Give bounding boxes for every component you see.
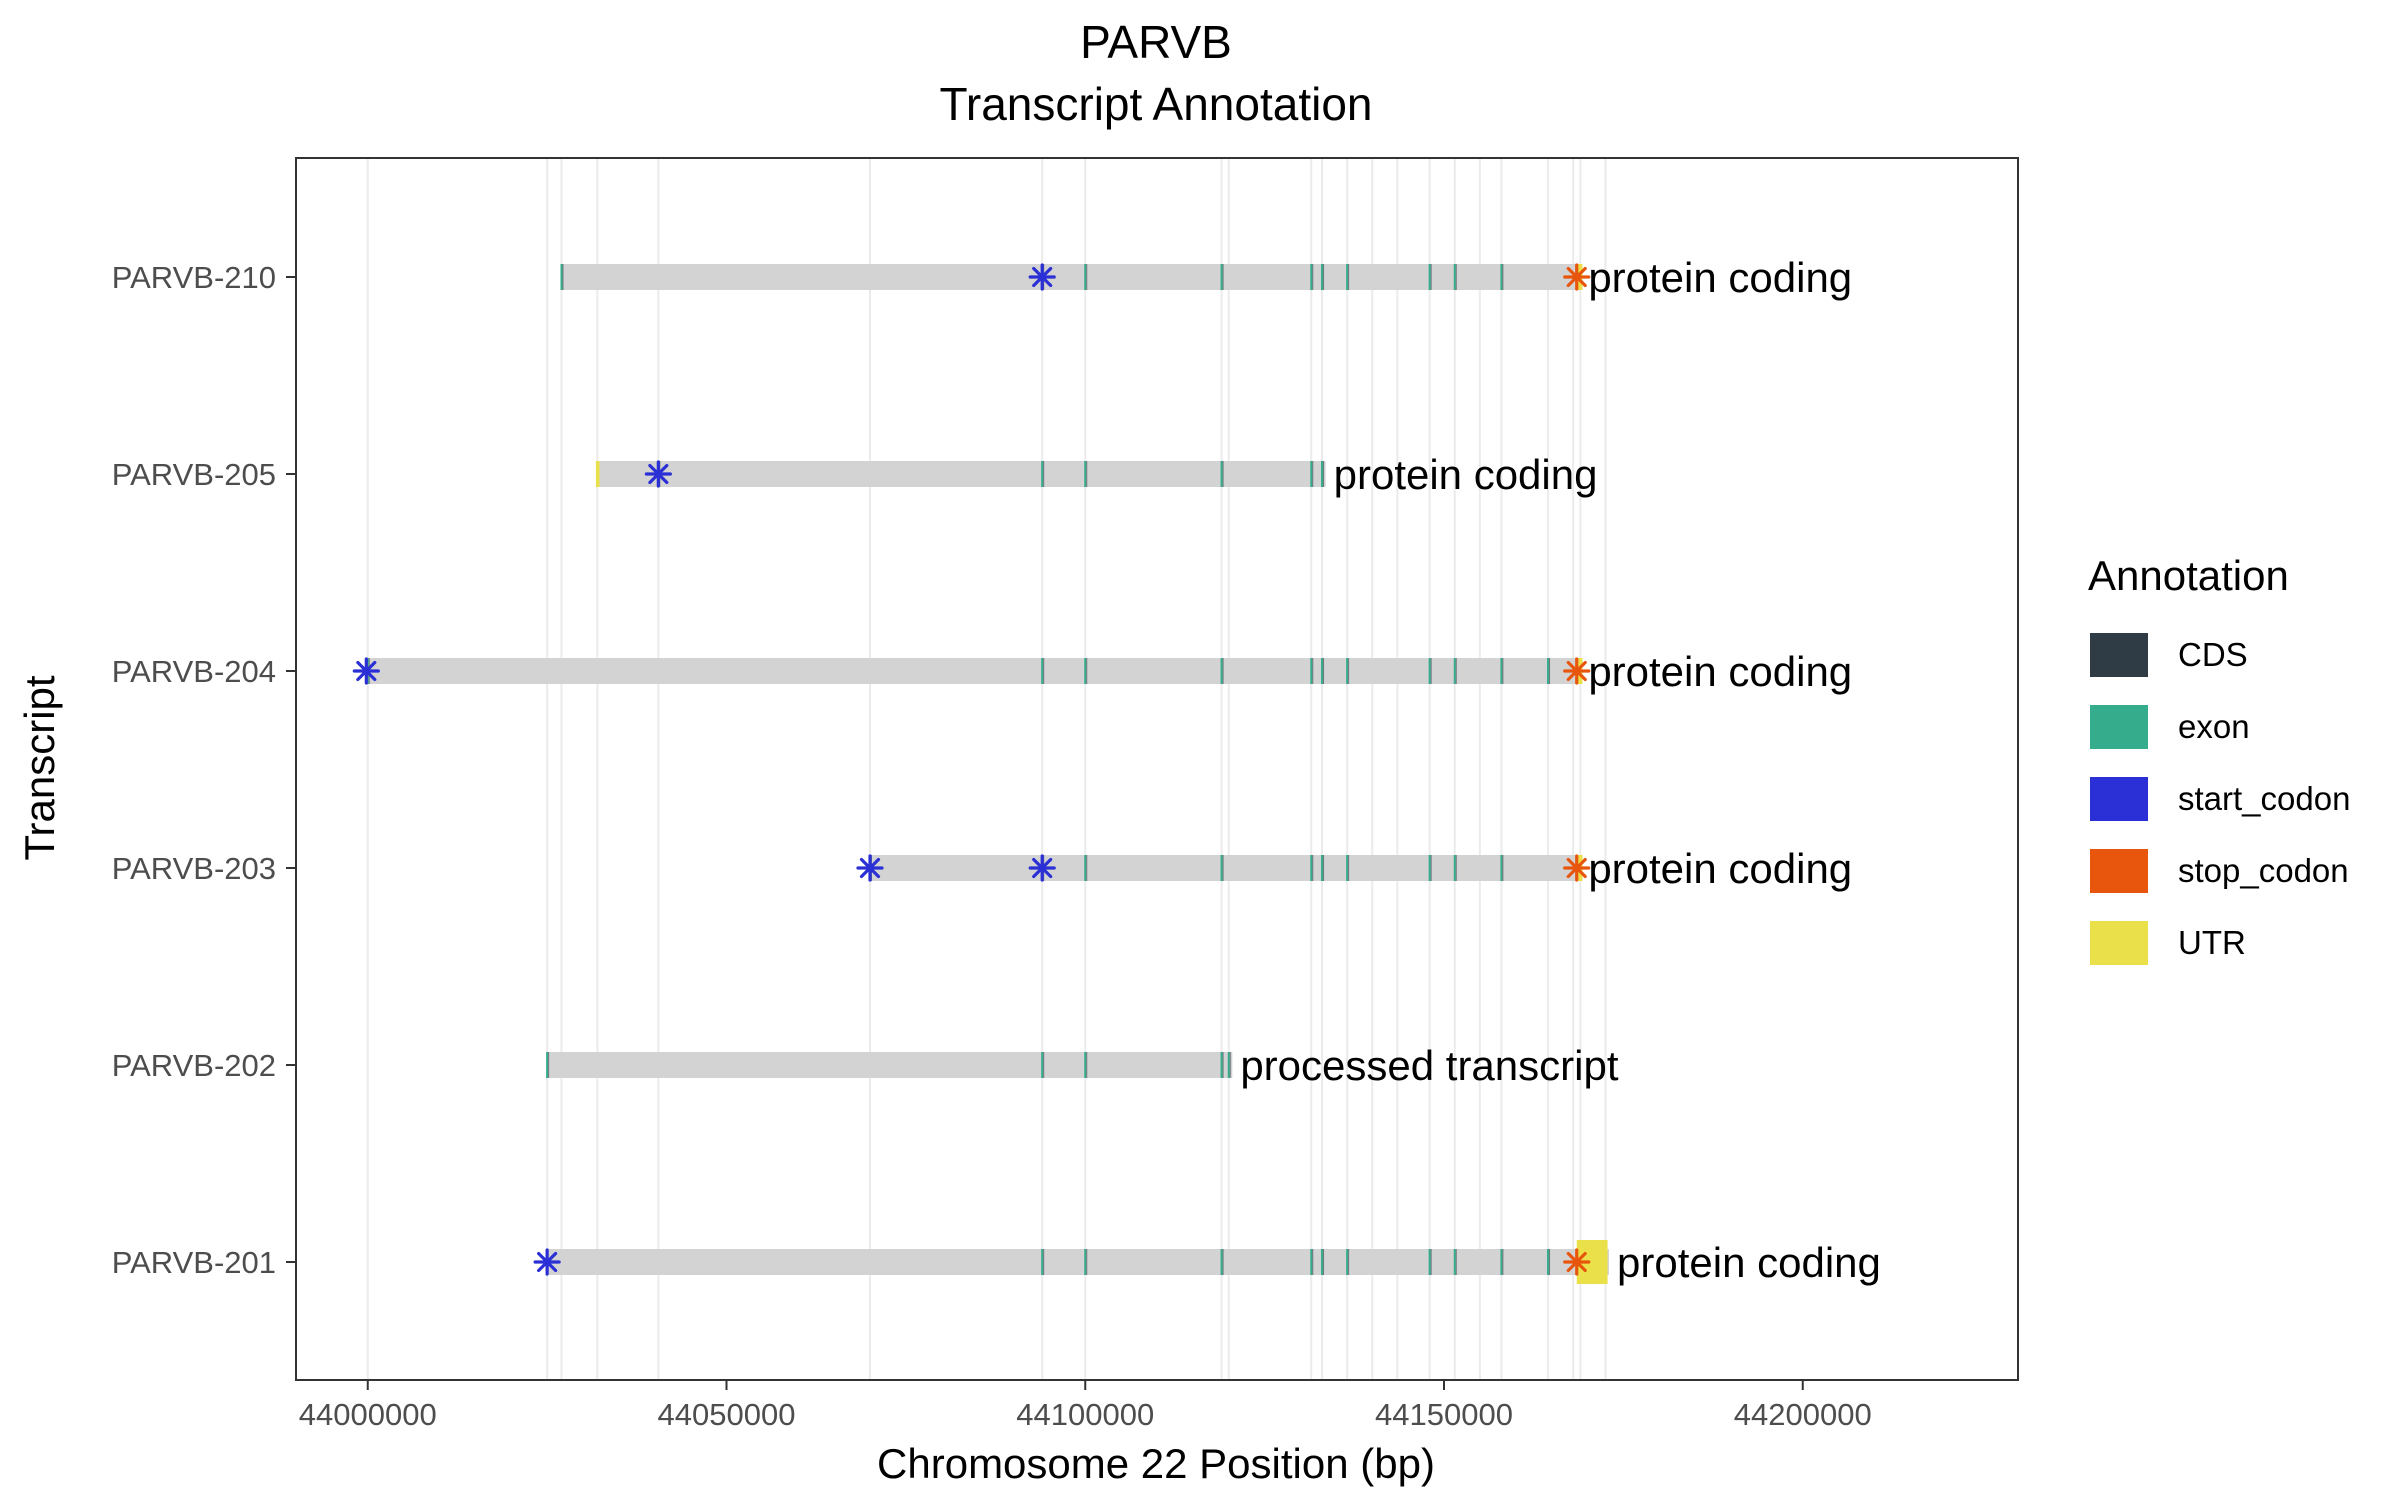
y-tick-label: PARVB-210 <box>112 260 276 295</box>
chart-title: PARVB <box>1080 16 1232 68</box>
x-tick-label: 44050000 <box>658 1397 796 1432</box>
transcript-bar <box>547 1052 1233 1078</box>
transcript-bar <box>547 1249 1610 1275</box>
y-tick-label: PARVB-205 <box>112 457 276 492</box>
y-axis-title: Transcript <box>16 675 63 860</box>
start-codon-marker <box>352 657 380 685</box>
y-tick-label: PARVB-203 <box>112 851 276 886</box>
legend-label: exon <box>2178 708 2250 745</box>
legend-label: UTR <box>2178 924 2246 961</box>
legend: Annotation CDS exon start_codon stop_codon U… <box>2088 552 2350 965</box>
legend-swatch <box>2090 777 2148 821</box>
transcript-bar <box>367 658 1581 684</box>
legend-swatch <box>2090 921 2148 965</box>
stop-codon-marker <box>1563 1248 1591 1276</box>
x-axis-ticks: 44000000 44050000 44100000 44150000 44200000 <box>299 1380 1872 1432</box>
transcript-tracks: protein coding protein coding protein codi… <box>352 254 1881 1286</box>
x-tick-label: 44100000 <box>1016 1397 1154 1432</box>
start-codon-marker <box>644 460 672 488</box>
x-axis-title: Chromosome 22 Position (bp) <box>877 1440 1435 1487</box>
legend-swatch <box>2090 705 2148 749</box>
legend-item: CDS <box>2090 633 2248 677</box>
transcript-biotype-label: protein coding <box>1588 254 1852 301</box>
legend-items: CDS exon start_codon stop_codon UTR <box>2090 633 2350 965</box>
transcript-biotype-label: protein coding <box>1588 648 1852 695</box>
gridlines <box>366 158 1607 1380</box>
transcript-bar <box>561 264 1581 290</box>
transcript-track: protein coding <box>560 254 1852 301</box>
transcript-track: protein coding <box>595 451 1598 498</box>
transcript-biotype-label: processed transcript <box>1240 1042 1618 1089</box>
legend-label: CDS <box>2178 636 2248 673</box>
x-tick-label: 44150000 <box>1375 1397 1513 1432</box>
legend-item: stop_codon <box>2090 849 2349 893</box>
start-codon-marker <box>856 854 884 882</box>
transcript-track: protein coding <box>352 648 1852 695</box>
transcript-biotype-label: protein coding <box>1588 845 1852 892</box>
chart-subtitle: Transcript Annotation <box>940 78 1373 130</box>
legend-label: start_codon <box>2178 780 2350 817</box>
stop-codon-marker <box>1563 263 1591 291</box>
transcript-track: protein coding <box>856 845 1852 892</box>
y-tick-label: PARVB-201 <box>112 1245 276 1280</box>
transcript-biotype-label: protein coding <box>1617 1239 1881 1286</box>
legend-item: UTR <box>2090 921 2246 965</box>
y-axis-ticks: PARVB-210 PARVB-205 PARVB-204 PARVB-203 PARV… <box>112 260 296 1280</box>
x-tick-label: 44200000 <box>1734 1397 1872 1432</box>
start-codon-marker <box>533 1248 561 1276</box>
stop-codon-marker <box>1563 657 1591 685</box>
x-tick-label: 44000000 <box>299 1397 437 1432</box>
legend-swatch <box>2090 849 2148 893</box>
legend-label: stop_codon <box>2178 852 2349 889</box>
legend-title: Annotation <box>2088 552 2289 599</box>
utr-segment <box>595 461 600 487</box>
plot-panel-border <box>295 157 2019 1381</box>
y-tick-label: PARVB-202 <box>112 1048 276 1083</box>
transcript-bar <box>597 461 1326 487</box>
transcript-biotype-label: protein coding <box>1334 451 1598 498</box>
legend-item: exon <box>2090 705 2250 749</box>
legend-item: start_codon <box>2090 777 2350 821</box>
legend-swatch <box>2090 633 2148 677</box>
y-tick-label: PARVB-204 <box>112 654 276 689</box>
transcript-track: protein coding <box>533 1239 1881 1286</box>
start-codon-marker <box>1028 263 1056 291</box>
transcript-track: processed transcript <box>546 1042 1619 1089</box>
transcript-bar <box>870 855 1581 881</box>
stop-codon-marker <box>1563 854 1591 882</box>
start-codon-marker <box>1028 854 1056 882</box>
